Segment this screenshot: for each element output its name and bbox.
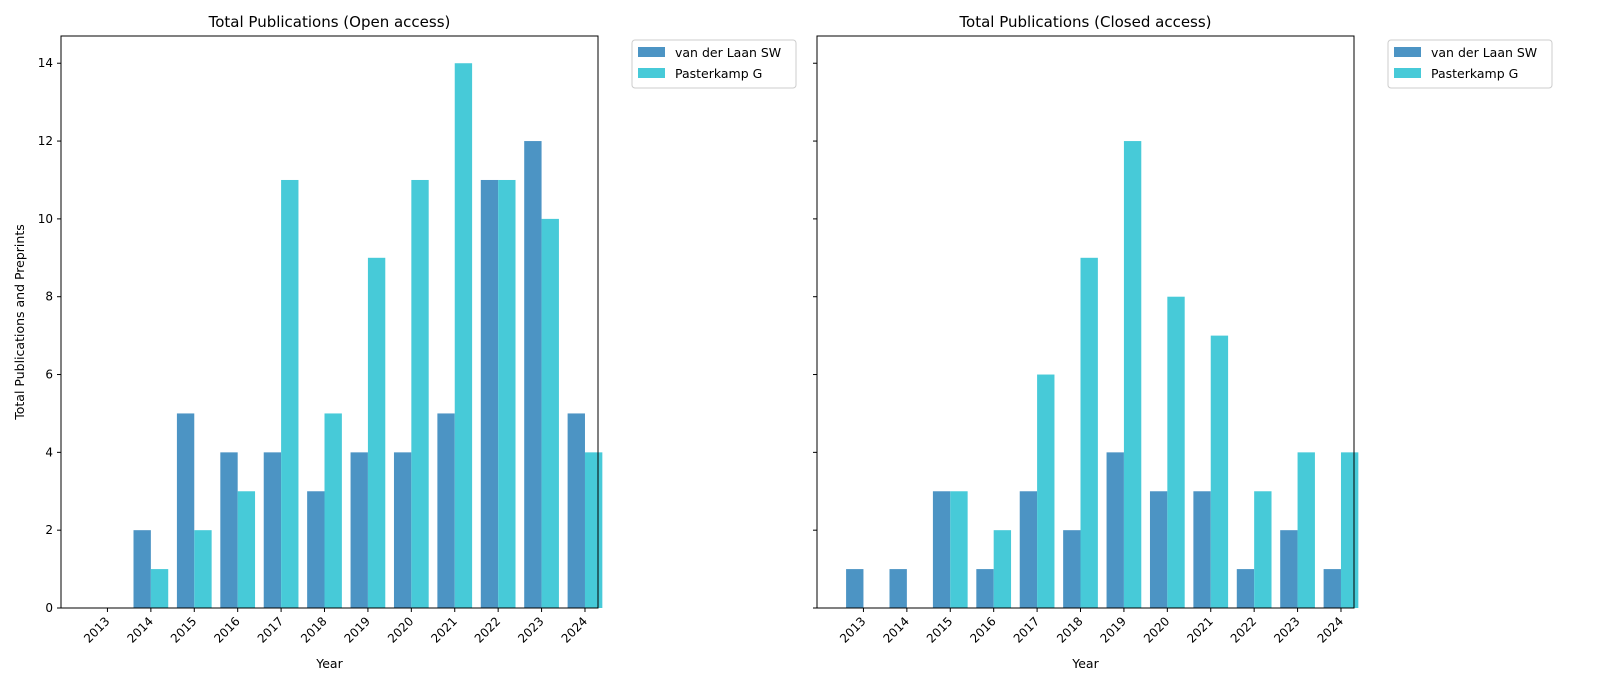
bar-van-der-laan-sw-2019 <box>1106 452 1124 608</box>
x-axis-label: Year <box>1071 656 1099 671</box>
bar-pasterkamp-g-2023 <box>541 218 559 609</box>
legend: van der Laan SW Pasterkamp G <box>1387 39 1553 89</box>
bar-van-der-laan-sw-2022 <box>480 179 499 609</box>
y-tick-label: 8 <box>45 290 53 304</box>
x-axis-label: Year <box>315 656 343 671</box>
bar-van-der-laan-sw-2020 <box>393 452 412 608</box>
bar-van-der-laan-sw-2015 <box>176 413 195 608</box>
y-tick-label: 10 <box>38 212 53 226</box>
bar-pasterkamp-g-2022 <box>1254 491 1272 608</box>
bar-van-der-laan-sw-2018 <box>307 491 325 608</box>
bar-pasterkamp-g-2020 <box>1167 296 1185 608</box>
x-tick-label: 2013 <box>81 614 112 645</box>
x-tick-label: 2020 <box>1141 614 1172 645</box>
bar-van-der-laan-sw-2023 <box>524 141 542 608</box>
plot-frame <box>816 35 1355 609</box>
x-tick-label: 2024 <box>559 614 590 645</box>
y-tick-label: 6 <box>45 368 53 382</box>
bar-pasterkamp-g-2024 <box>1340 452 1359 608</box>
bar-van-der-laan-sw-2024 <box>567 413 585 608</box>
legend-entry: Pasterkamp G <box>1431 66 1518 81</box>
bar-pasterkamp-g-2016 <box>993 530 1012 608</box>
x-tick-label: 2015 <box>924 614 955 645</box>
x-tick-label: 2019 <box>1098 614 1129 645</box>
bar-pasterkamp-g-2017 <box>281 179 299 609</box>
bar-pasterkamp-g-2021 <box>1210 335 1229 608</box>
x-tick-label: 2016 <box>211 614 242 645</box>
bar-van-der-laan-sw-2021 <box>1193 491 1211 608</box>
legend-entry: van der Laan SW <box>675 45 781 60</box>
x-tick-label: 2022 <box>1228 614 1259 645</box>
legend-entry: van der Laan SW <box>1431 45 1537 60</box>
bar-pasterkamp-g-2018 <box>1080 257 1098 608</box>
bar-van-der-laan-sw-2021 <box>437 413 455 608</box>
bar-van-der-laan-sw-2017 <box>263 452 282 608</box>
x-tick-label: 2016 <box>967 614 998 645</box>
x-tick-label: 2021 <box>428 614 459 645</box>
bar-van-der-laan-sw-2016 <box>220 452 238 608</box>
bar-van-der-laan-sw-2022 <box>1236 569 1255 608</box>
bar-pasterkamp-g-2019 <box>1123 141 1142 608</box>
y-axis-label: Total Publications and Preprints <box>12 224 27 421</box>
bar-van-der-laan-sw-2015 <box>932 491 951 608</box>
bar-pasterkamp-g-2017 <box>1037 374 1055 608</box>
y-tick-label: 2 <box>45 523 53 537</box>
x-tick-label: 2023 <box>1271 614 1302 645</box>
bar-pasterkamp-g-2020 <box>411 179 429 609</box>
legend: van der Laan SW Pasterkamp G <box>631 39 797 89</box>
chart-title: Total Publications (Open access) <box>208 13 451 31</box>
legend-swatch <box>1394 68 1421 78</box>
bar-van-der-laan-sw-2020 <box>1149 491 1168 608</box>
bar-van-der-laan-sw-2024 <box>1323 569 1341 608</box>
bar-pasterkamp-g-2015 <box>950 491 968 608</box>
bar-van-der-laan-sw-2013 <box>846 569 864 608</box>
x-tick-label: 2017 <box>255 614 286 645</box>
x-tick-label: 2021 <box>1184 614 1215 645</box>
chart-title: Total Publications (Closed access) <box>958 13 1211 31</box>
legend-swatch <box>638 47 665 57</box>
bar-pasterkamp-g-2022 <box>498 179 516 609</box>
x-tick-label: 2015 <box>168 614 199 645</box>
legend-entry: Pasterkamp G <box>675 66 762 81</box>
x-tick-label: 2023 <box>515 614 546 645</box>
x-tick-label: 2024 <box>1315 614 1346 645</box>
bar-van-der-laan-sw-2016 <box>976 569 994 608</box>
bar-pasterkamp-g-2019 <box>367 257 386 608</box>
y-tick-label: 0 <box>45 601 53 615</box>
x-tick-label: 2018 <box>1054 614 1085 645</box>
x-tick-label: 2019 <box>342 614 373 645</box>
bar-van-der-laan-sw-2019 <box>350 452 368 608</box>
legend-swatch <box>1394 47 1421 57</box>
x-tick-label: 2014 <box>124 614 155 645</box>
bar-van-der-laan-sw-2014 <box>133 530 151 608</box>
x-tick-label: 2017 <box>1011 614 1042 645</box>
bar-van-der-laan-sw-2017 <box>1019 491 1038 608</box>
chart-panel-1: 0 2 4 6 8 10 12 14 2013 2014 2015 2016 2017 2018 2019 2… <box>12 13 797 671</box>
legend-box <box>631 39 797 89</box>
bar-pasterkamp-g-2016 <box>237 491 256 608</box>
bar-pasterkamp-g-2024 <box>584 452 603 608</box>
y-tick-label: 12 <box>38 134 53 148</box>
bar-pasterkamp-g-2023 <box>1297 452 1315 608</box>
x-tick-label: 2020 <box>385 614 416 645</box>
chart-panel-2: 2013 2014 2015 2016 2017 2018 2019 2020 2021 2022… <box>813 13 1553 671</box>
bar-van-der-laan-sw-2023 <box>1280 530 1298 608</box>
bar-van-der-laan-sw-2018 <box>1063 530 1081 608</box>
x-tick-label: 2014 <box>880 614 911 645</box>
y-tick-label: 14 <box>38 56 53 70</box>
bar-pasterkamp-g-2014 <box>150 569 169 608</box>
legend-swatch <box>638 68 665 78</box>
plot-frame <box>60 35 599 609</box>
bar-pasterkamp-g-2015 <box>194 530 212 608</box>
bar-pasterkamp-g-2021 <box>454 63 473 608</box>
x-tick-label: 2013 <box>837 614 868 645</box>
bar-van-der-laan-sw-2014 <box>889 569 907 608</box>
x-tick-label: 2022 <box>472 614 503 645</box>
bar-pasterkamp-g-2018 <box>324 413 342 608</box>
y-tick-label: 4 <box>45 445 53 459</box>
x-tick-label: 2018 <box>298 614 329 645</box>
legend-box <box>1387 39 1553 89</box>
